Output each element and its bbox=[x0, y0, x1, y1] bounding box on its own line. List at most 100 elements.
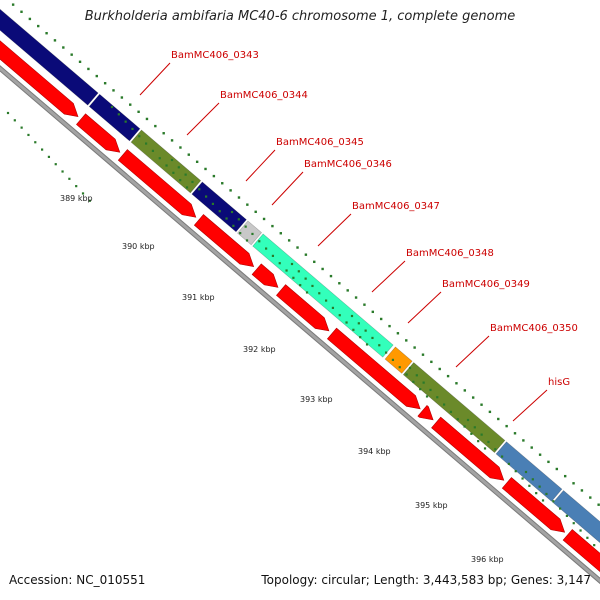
tick-dot bbox=[513, 432, 517, 435]
cds-arrow[interactable] bbox=[193, 214, 255, 267]
gene-bar[interactable] bbox=[130, 129, 202, 194]
cds-track bbox=[0, 11, 600, 587]
scale-dot bbox=[198, 188, 201, 191]
scale-dot bbox=[211, 202, 215, 205]
scale-dot bbox=[251, 232, 254, 236]
kbp-label: 393 kbp bbox=[300, 395, 333, 404]
cds-arrow[interactable] bbox=[276, 284, 330, 332]
scale-dot bbox=[514, 470, 517, 473]
scale-dot bbox=[239, 232, 242, 235]
gene-bar[interactable] bbox=[402, 362, 506, 454]
scale-dot bbox=[398, 366, 401, 369]
scale-dot bbox=[415, 374, 418, 377]
gene-label[interactable]: BamMC406_0345 bbox=[276, 137, 364, 148]
scale-dot bbox=[391, 358, 395, 361]
scale-dot bbox=[535, 492, 538, 495]
map-title: Burkholderia ambifaria MC40-6 chromosome… bbox=[84, 9, 516, 24]
scale-dot bbox=[466, 418, 470, 422]
gene-label[interactable]: BamMC406_0346 bbox=[304, 159, 392, 170]
scale-dot bbox=[538, 485, 541, 488]
leader-line bbox=[139, 62, 171, 96]
scale-dot bbox=[13, 119, 16, 122]
tick-dot bbox=[262, 217, 266, 221]
cds-arrow[interactable] bbox=[417, 405, 434, 421]
tick-dot bbox=[246, 203, 249, 206]
scale-dot bbox=[449, 410, 453, 413]
cds-arrow[interactable] bbox=[251, 263, 279, 288]
scale-dot bbox=[541, 499, 545, 502]
gene-labels: BamMC406_0343 BamMC406_0344 BamMC406_0345 B… bbox=[171, 50, 578, 388]
scale-dot bbox=[131, 127, 134, 131]
kbp-label: 392 kbp bbox=[243, 345, 276, 354]
leader-line bbox=[407, 291, 442, 324]
tick-dot bbox=[78, 60, 82, 63]
kbp-label: 390 kbp bbox=[122, 242, 155, 251]
cds-arrow[interactable] bbox=[326, 327, 421, 410]
tick-dot bbox=[438, 367, 441, 371]
scale-dot bbox=[184, 173, 187, 176]
tick-dot bbox=[488, 410, 492, 414]
kbp-label: 394 kbp bbox=[358, 447, 391, 456]
cds-arrow[interactable] bbox=[0, 11, 79, 117]
tick-dot bbox=[379, 317, 383, 321]
tick-dot bbox=[287, 239, 291, 242]
tick-dot bbox=[547, 460, 550, 464]
scale-dot bbox=[232, 224, 235, 227]
gene-bar[interactable] bbox=[552, 490, 600, 576]
scale-dot bbox=[365, 343, 369, 346]
scale-dot bbox=[480, 433, 483, 436]
cds-arrow[interactable] bbox=[117, 149, 197, 218]
scale-dot bbox=[311, 284, 314, 288]
tick-dot bbox=[229, 189, 232, 192]
gene-label[interactable]: hisG bbox=[548, 377, 570, 388]
tick-dot bbox=[20, 10, 23, 13]
scale-dot bbox=[218, 210, 221, 213]
scale-dot bbox=[552, 500, 555, 503]
scale-dot bbox=[185, 186, 189, 189]
gene-bar[interactable] bbox=[252, 233, 394, 358]
tick-dot bbox=[430, 360, 433, 364]
tick-dot bbox=[388, 324, 391, 328]
gene-label[interactable]: BamMC406_0349 bbox=[442, 279, 530, 290]
scale-dot bbox=[352, 328, 355, 331]
gene-label[interactable]: BamMC406_0347 bbox=[352, 201, 440, 212]
scale-dot bbox=[524, 470, 528, 474]
gene-label[interactable]: BamMC406_0350 bbox=[490, 323, 578, 334]
scale-dot bbox=[305, 291, 309, 294]
tick-dot bbox=[313, 260, 316, 264]
cds-arrow[interactable] bbox=[76, 113, 121, 153]
scale-dot bbox=[285, 269, 288, 272]
tick-dot bbox=[11, 3, 15, 6]
scale-dot bbox=[419, 388, 422, 391]
scale-dot bbox=[151, 149, 155, 152]
tick-dot bbox=[304, 253, 308, 256]
gene-bar[interactable] bbox=[495, 441, 563, 502]
scale-dot bbox=[144, 142, 148, 145]
scale-dot bbox=[470, 432, 473, 435]
tick-dot bbox=[522, 439, 525, 442]
scale-dot bbox=[593, 544, 596, 547]
scale-dot bbox=[299, 284, 302, 287]
gene-bar[interactable] bbox=[0, 3, 99, 106]
gene-bar[interactable] bbox=[88, 93, 141, 142]
gene-bar[interactable] bbox=[191, 181, 247, 233]
scale-dot bbox=[20, 126, 23, 129]
tick-dot bbox=[129, 103, 132, 106]
leader-line bbox=[455, 335, 490, 368]
gene-label[interactable]: BamMC406_0344 bbox=[220, 90, 308, 101]
tick-ring bbox=[11, 3, 600, 506]
scale-dot bbox=[545, 492, 548, 496]
tick-dot bbox=[497, 417, 500, 421]
cds-arrow[interactable] bbox=[562, 529, 600, 587]
gene-label[interactable]: BamMC406_0348 bbox=[406, 248, 494, 259]
tick-dot bbox=[221, 182, 224, 185]
gene-bar[interactable] bbox=[384, 346, 413, 374]
cds-arrow[interactable] bbox=[501, 477, 566, 533]
tick-dot bbox=[162, 132, 165, 135]
gene-bar[interactable] bbox=[237, 220, 263, 246]
scale-dot bbox=[565, 514, 569, 517]
tick-dot bbox=[154, 124, 157, 128]
cds-arrow[interactable] bbox=[431, 416, 505, 481]
gene-label[interactable]: BamMC406_0343 bbox=[171, 50, 259, 61]
